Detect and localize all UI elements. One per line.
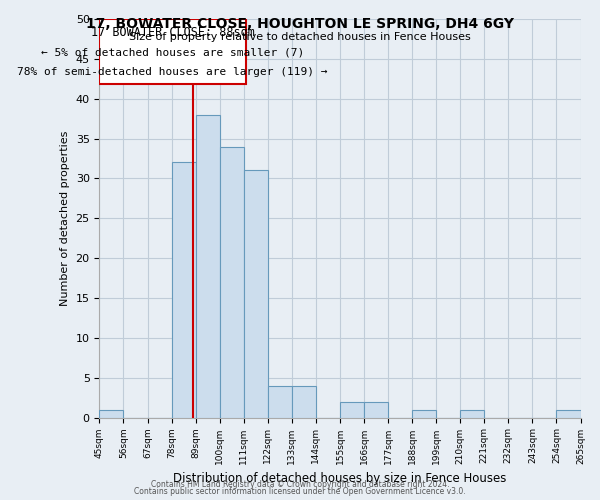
Bar <box>100 410 124 418</box>
X-axis label: Distribution of detached houses by size in Fence Houses: Distribution of detached houses by size … <box>173 472 506 485</box>
Bar <box>292 386 316 418</box>
Bar <box>196 114 220 418</box>
Text: Size of property relative to detached houses in Fence Houses: Size of property relative to detached ho… <box>129 32 471 42</box>
Bar <box>340 402 364 417</box>
Bar <box>268 386 292 418</box>
Bar <box>244 170 268 418</box>
Y-axis label: Number of detached properties: Number of detached properties <box>60 130 70 306</box>
Text: Contains public sector information licensed under the Open Government Licence v3: Contains public sector information licen… <box>134 487 466 496</box>
Text: 17 BOWATER CLOSE: 88sqm: 17 BOWATER CLOSE: 88sqm <box>91 26 254 39</box>
Text: Contains HM Land Registry data © Crown copyright and database right 2024.: Contains HM Land Registry data © Crown c… <box>151 480 449 489</box>
Bar <box>220 146 244 418</box>
Bar <box>172 162 196 418</box>
Bar <box>460 410 484 418</box>
Bar <box>100 19 246 84</box>
Text: 17, BOWATER CLOSE, HOUGHTON LE SPRING, DH4 6GY: 17, BOWATER CLOSE, HOUGHTON LE SPRING, D… <box>86 18 514 32</box>
Text: 78% of semi-detached houses are larger (119) →: 78% of semi-detached houses are larger (… <box>17 68 328 78</box>
Bar <box>412 410 436 418</box>
Bar <box>364 402 388 417</box>
Text: ← 5% of detached houses are smaller (7): ← 5% of detached houses are smaller (7) <box>41 48 304 58</box>
Bar <box>556 410 581 418</box>
